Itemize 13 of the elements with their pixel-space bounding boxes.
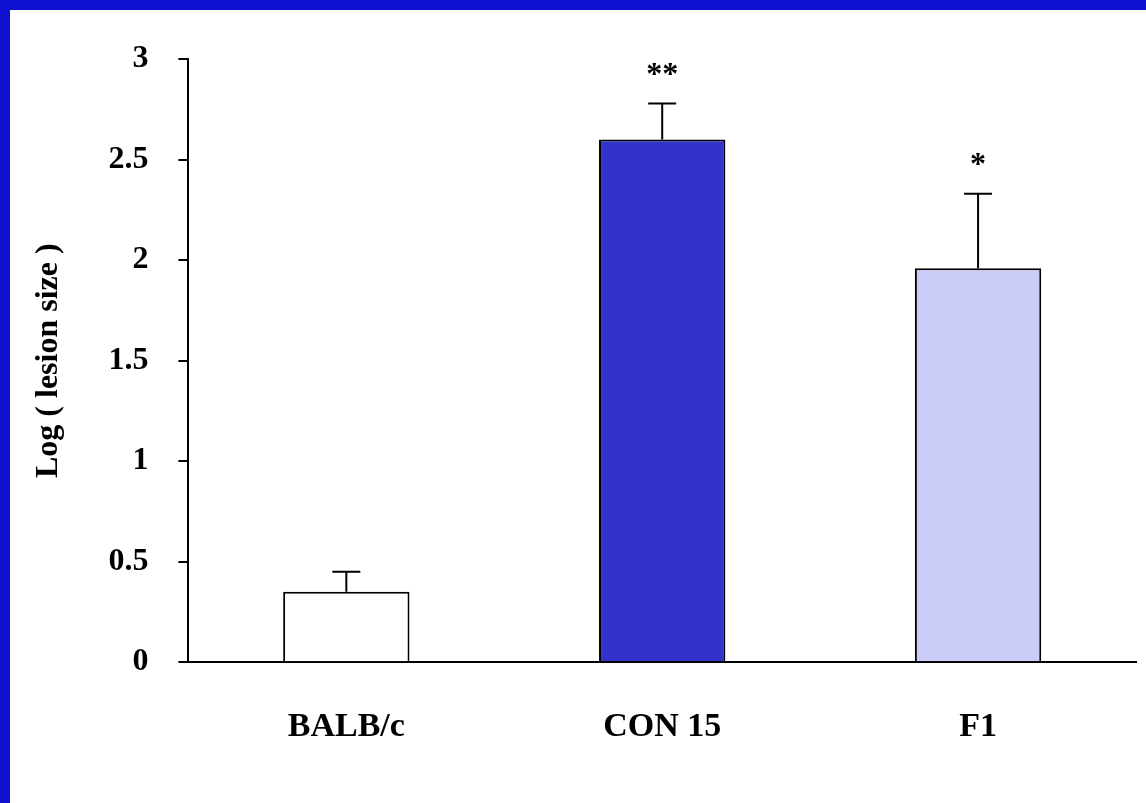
y-tick-label: 0.5 [108, 540, 149, 577]
y-tick-label: 1 [132, 440, 149, 477]
x-tick-label: BALB/c [287, 706, 405, 744]
x-tick-label: F1 [959, 706, 997, 744]
annotation: * [970, 145, 987, 182]
y-tick-label: 0 [132, 641, 149, 678]
y-tick-label: 1.5 [108, 339, 149, 376]
x-tick-label: CON 15 [603, 706, 722, 744]
y-tick-label: 3 [132, 38, 149, 75]
y-tick-label: 2 [132, 239, 149, 276]
y-axis-title: Log ( lesion size ) [28, 243, 65, 479]
y-tick-label: 2.5 [108, 138, 149, 175]
annotation: ** [646, 54, 679, 91]
